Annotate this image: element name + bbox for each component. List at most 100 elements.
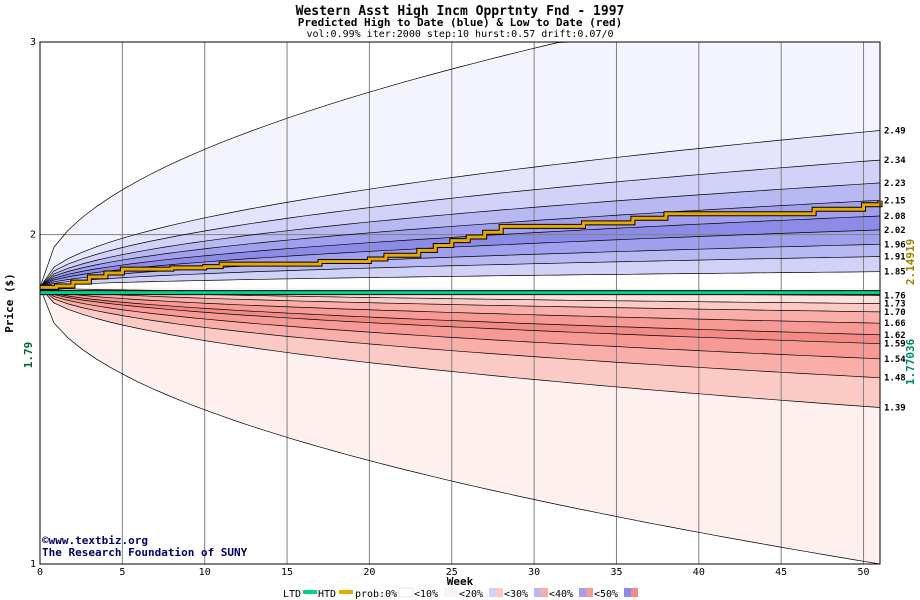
- x-axis-ticks: 0 5 10 15 20 25 30 35 40 45 50: [37, 567, 870, 578]
- quantile-line-3: [39, 199, 881, 288]
- quantile-line-7: [39, 256, 881, 288]
- right-label-15: 1.54: [884, 355, 906, 365]
- y-tick-1: 1: [30, 559, 36, 570]
- right-label-13: 1.62: [884, 331, 906, 341]
- x-tick-30: 30: [528, 567, 540, 578]
- high-band-6: [40, 229, 880, 288]
- right-label-10: 1.73: [884, 300, 906, 310]
- right-label-14: 1.59: [884, 340, 906, 350]
- low-band-8: [40, 287, 880, 408]
- x-tick-5: 5: [119, 567, 125, 578]
- current-price-label: 1.79: [22, 342, 35, 369]
- x-axis-label: Week: [447, 575, 474, 588]
- quantile-line-0: [39, 130, 881, 288]
- legend-swatch-40-high: [579, 588, 586, 597]
- high-band-5: [40, 216, 880, 288]
- low-band-6: [40, 287, 880, 359]
- x-tick-35: 35: [610, 567, 622, 578]
- right-label-1: 2.34: [884, 156, 906, 166]
- high-band-2: [40, 160, 880, 288]
- high-band-7: [40, 244, 880, 288]
- quantile-line-16: [39, 287, 881, 379]
- quantile-line-15: [39, 287, 881, 360]
- quantile-line-12: [39, 287, 881, 324]
- legend-prob-20: <20%: [459, 589, 483, 600]
- high-band-0: [40, 42, 880, 288]
- right-label-9: 1.76: [884, 291, 906, 301]
- quantile-line-13: [39, 287, 881, 336]
- high-band-1: [40, 130, 880, 288]
- legend-swatch-40-low: [586, 588, 593, 597]
- y-axis-ticks: 1 2 3: [30, 37, 36, 570]
- legend-prob-0: prob:0%: [355, 589, 397, 600]
- low-band-4: [40, 287, 880, 335]
- x-tick-45: 45: [775, 567, 787, 578]
- low-band-outer: [40, 287, 880, 564]
- x-tick-40: 40: [693, 567, 705, 578]
- quantile-line-14: [39, 287, 881, 345]
- legend-swatch-50-low: [631, 588, 638, 597]
- legend-htd-swatch: [339, 590, 353, 594]
- copyright-line2: The Research Foundation of SUNY: [42, 546, 248, 559]
- right-label-6: 1.96: [884, 240, 906, 250]
- right-label-11: 1.70: [884, 308, 906, 318]
- legend-swatch-30-high: [534, 588, 541, 597]
- quantile-line-5: [39, 229, 881, 288]
- y-axis-label: Price ($): [3, 273, 16, 333]
- x-tick-15: 15: [281, 567, 293, 578]
- probability-bands: [40, 42, 880, 564]
- quantile-line-17: [39, 287, 881, 408]
- legend-ltd-swatch: [303, 590, 317, 594]
- legend-prob-30: <30%: [504, 589, 528, 600]
- quantile-line-8: [39, 271, 881, 288]
- high-band-inner: [40, 271, 880, 288]
- right-quantile-labels: 2.49 2.34 2.23 2.15 2.08 2.02 1.96 1.91 1.85 1.76…: [884, 127, 906, 414]
- htd-line: [40, 200, 882, 289]
- plot-frame: [39, 41, 881, 565]
- legend-swatch-50-high: [624, 588, 631, 597]
- htd-end-value: 2.14919: [904, 239, 917, 285]
- chart-subtitle: Predicted High to Date (blue) & Low to D…: [298, 16, 623, 29]
- legend-ltd-label: LTD: [283, 589, 301, 600]
- right-label-8: 1.85: [884, 268, 906, 278]
- series-lines: [40, 200, 883, 296]
- low-band-3: [40, 287, 880, 324]
- quantile-line-4: [39, 215, 881, 288]
- right-label-16: 1.48: [884, 374, 906, 384]
- right-label-12: 1.66: [884, 319, 906, 329]
- low-band-5: [40, 287, 880, 344]
- legend-htd-label: HTD: [318, 589, 336, 600]
- chart-title: Western Asst High Incm Opprtnty Fnd - 19…: [296, 4, 625, 19]
- high-band-3: [40, 182, 880, 288]
- quantile-line-1: [39, 159, 881, 288]
- x-tick-20: 20: [363, 567, 375, 578]
- x-tick-25: 25: [446, 567, 458, 578]
- right-label-17: 1.39: [884, 404, 906, 414]
- legend-swatch-20-low: [496, 588, 503, 597]
- x-tick-0: 0: [37, 567, 43, 578]
- high-band-8: [40, 256, 880, 288]
- right-label-0: 2.49: [884, 127, 906, 137]
- legend-swatch-10-high: [444, 588, 451, 597]
- ltd-end-value: 1.77036: [904, 338, 917, 385]
- right-label-4: 2.08: [884, 212, 906, 222]
- quantile-line-2: [39, 182, 881, 288]
- low-band-7: [40, 287, 880, 378]
- legend-swatch-0: [398, 587, 414, 598]
- high-band-4: [40, 200, 880, 288]
- x-tick-10: 10: [199, 567, 211, 578]
- low-band-2: [40, 287, 880, 312]
- right-label-7: 1.91: [884, 253, 906, 263]
- chart-params: vol:0.99% iter:2000 step:10 hurst:0.57 d…: [306, 29, 613, 40]
- legend-swatch-10-low: [451, 588, 458, 597]
- legend-swatch-30-low: [541, 588, 548, 597]
- legend-prob-10: <10%: [414, 589, 438, 600]
- legend-prob-40: <40%: [549, 589, 573, 600]
- x-tick-50: 50: [858, 567, 870, 578]
- quantile-line-11: [39, 287, 881, 313]
- right-label-5: 2.02: [884, 226, 906, 236]
- y-tick-3: 3: [30, 37, 36, 48]
- envelope-min-line: [39, 287, 881, 565]
- copyright-line1: ©www.textbiz.org: [42, 534, 148, 547]
